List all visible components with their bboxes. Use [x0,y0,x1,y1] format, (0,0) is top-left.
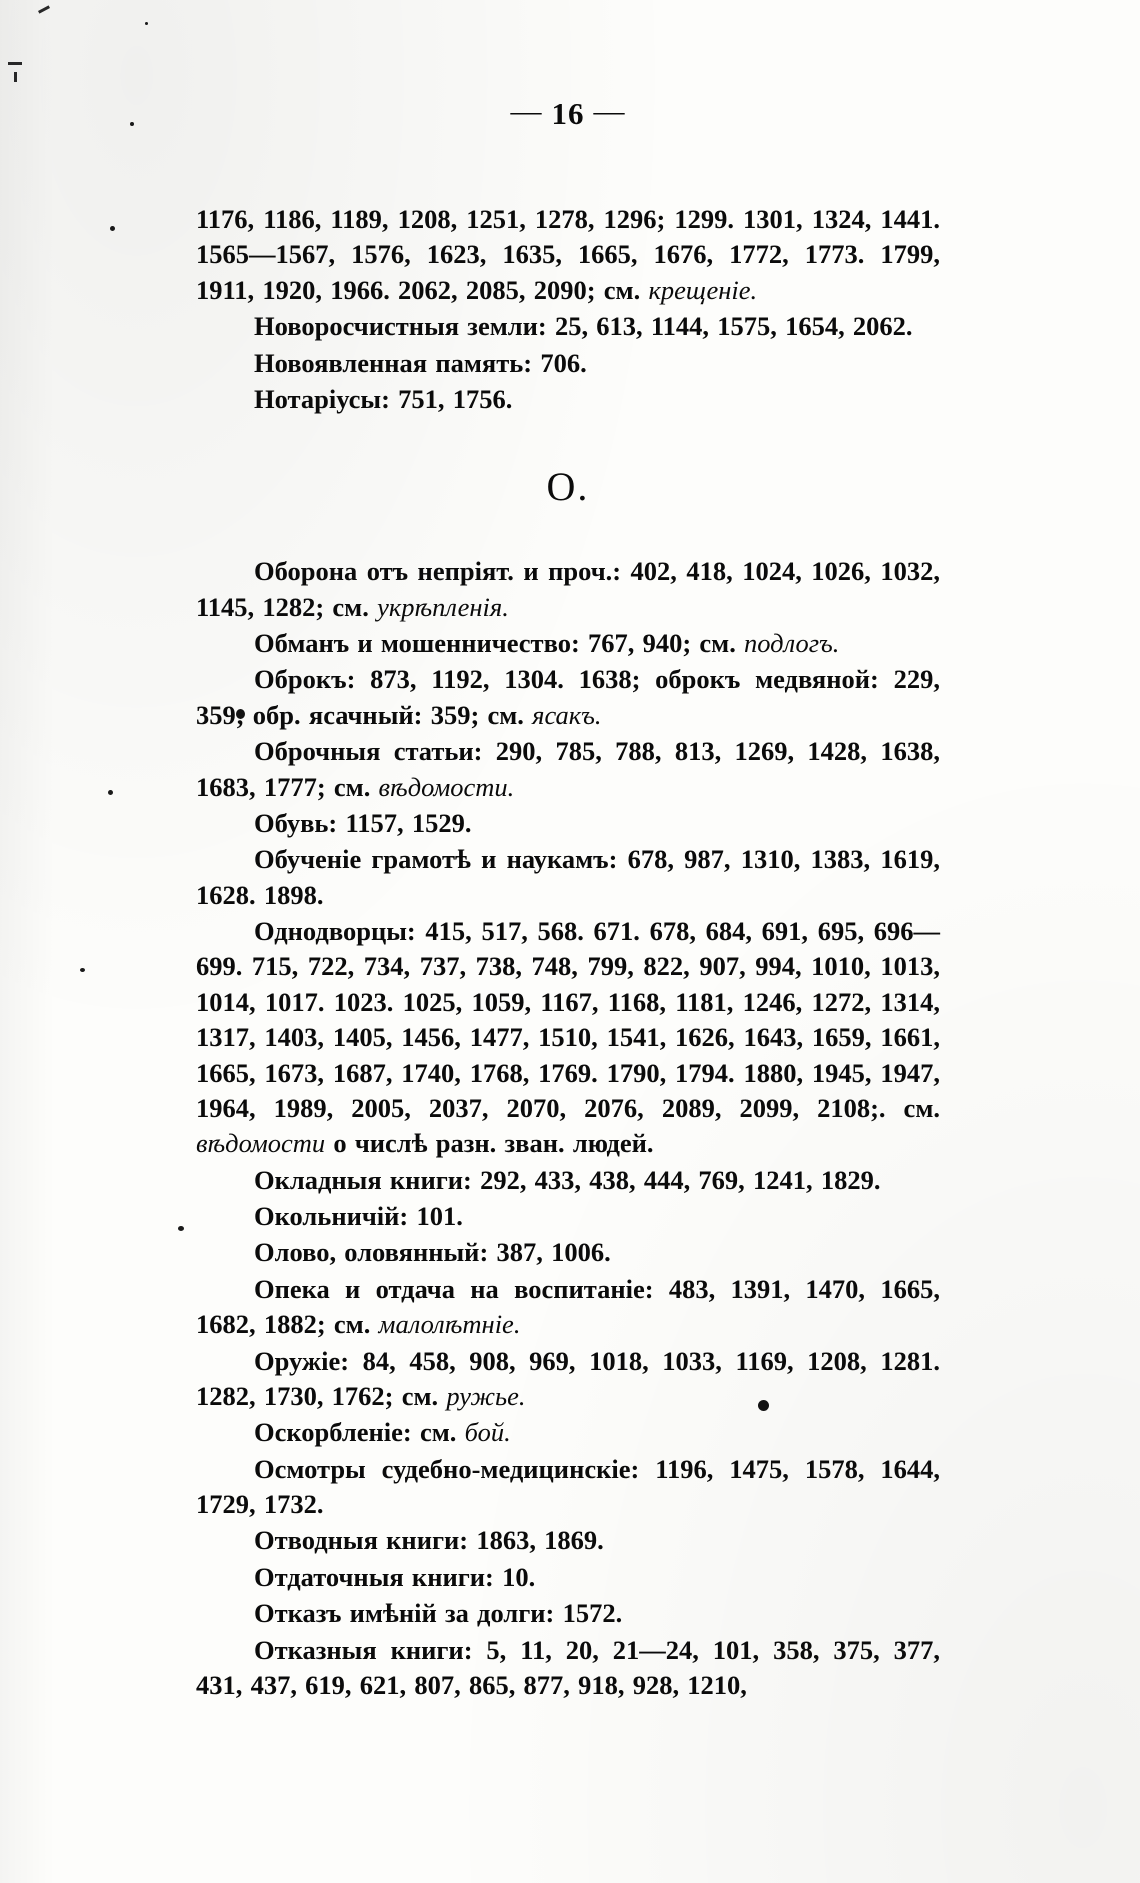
index-entry-numbers: 415, 517, 568. 671. 678, 684, 691, 695, … [196,916,940,1123]
index-entry: Обученіе грамотѣ и наукамъ: 678, 987, 13… [196,842,940,913]
index-entry-numbers: 84, 458, 908, 969, 1018, 1033, 1169, 120… [196,1345,940,1411]
index-entry: Новоявленная память: 706. [196,346,940,381]
index-entry: Оброкъ: 873, 1192, 1304. 1638; оброкъ ме… [196,662,940,733]
index-entry-numbers: см. [411,1417,465,1448]
section-letter-heading: О. [546,464,590,510]
continued-entry: 1176, 1186, 1189, 1208, 1251, 1278, 1296… [196,202,940,308]
index-entry: Олово, оловянный: 387, 1006. [196,1235,940,1270]
index-entry: Однодворцы: 415, 517, 568. 671. 678, 684… [196,914,940,1162]
continued-entry-numbers: 1176, 1186, 1189, 1208, 1251, 1278, 1296… [196,204,940,305]
index-entry-term: Оброчныя статьи: [254,736,483,767]
index-entry-term: Олово, оловянный: [254,1237,489,1268]
index-entry: Оружіе: 84, 458, 908, 969, 1018, 1033, 1… [196,1344,940,1415]
index-entry: Оборона отъ непріят. и проч.: 402, 418, … [196,554,940,625]
scan-speck-b [130,122,134,126]
index-entry-xref: ясакъ. [532,699,602,730]
index-entry-numbers: 402, 418, 1024, 1026, 1032, 1145, 1282; … [196,556,941,622]
index-entry-term: Новоявленная память: [254,347,533,378]
index-entry: Отказныя книги: 5, 11, 20, 21—24, 101, 3… [196,1633,940,1704]
index-entry: Осмотры судебно-медицинскіе: 1196, 1475,… [196,1452,940,1523]
index-entry-term: Осмотры судебно-медицинскіе: [254,1453,640,1484]
index-entry-numbers: 1572. [554,1598,623,1629]
index-entry-term: Новоросчистныя земли: [254,311,547,342]
index-entry-term: Оскорбленіе: [254,1417,412,1448]
index-entry-xref: бой. [464,1417,511,1448]
index-entry-term: Отказныя книги: [254,1634,473,1665]
index-entry: Оброчныя статьи: 290, 785, 788, 813, 126… [196,734,940,805]
index-entry-term: Оружіе: [254,1345,350,1376]
index-entry-numbers: 1863, 1869. [468,1525,604,1556]
index-entry-numbers: 678, 987, 1310, 1383, 1619, 1628. 1898. [196,844,940,910]
index-entry-term: Отказъ имѣній за долги: [254,1598,555,1629]
index-entry: Отводныя книги: 1863, 1869. [196,1523,940,1558]
folio-dash-right: — [593,93,626,128]
index-entry: Окладныя книги: 292, 433, 438, 444, 769,… [196,1163,940,1198]
index-entry-numbers: 101. [408,1201,463,1231]
index-entry: Отдаточныя книги: 10. [196,1560,940,1595]
index-entry-xref: ружье. [446,1380,526,1411]
index-entry-numbers: 10. [493,1561,536,1592]
folio-dash-left: — [510,93,543,128]
index-entry-xref: малолѣтніе. [378,1309,521,1340]
index-entry: Обувь: 1157, 1529. [196,806,940,841]
index-entry-numbers: 292, 433, 438, 444, 769, 1241, 1829. [471,1164,881,1195]
page-number: 16 [551,96,585,131]
index-entry-numbers: 290, 785, 788, 813, 1269, 1428, 1638, 16… [196,736,940,802]
scan-edge-mark-left [8,62,22,65]
index-entry-term: Обувь: [254,807,338,838]
index-entry-term: Однодворцы: [254,916,416,946]
index-entry-term: Обманъ и мошенничество: [254,628,580,658]
ink-blot-bottom [758,1400,769,1411]
page-content: —16— 1176, 1186, 1189, 1208, 1251, 1278,… [196,93,940,1704]
index-entry-numbers: 1157, 1529. [337,807,472,838]
scan-edge-mark-top-left [37,5,51,14]
index-entry: Оскорбленіе: см. бой. [196,1415,940,1450]
scan-speck-a [110,226,115,231]
index-entry-xref: укрѣпленія. [377,591,509,622]
index-entry-numbers: 767, 940; см. [579,628,745,658]
index-entry-term: Оброкъ: [254,664,356,695]
index-entry-numbers: 1196, 1475, 1578, 1644, 1729, 1732. [196,1453,940,1519]
index-entry: Обманъ и мошенничество: 767, 940; см. по… [196,626,940,661]
index-entry-numbers: 706. [532,347,587,378]
index-entry-xref: вѣдомости [196,1128,326,1159]
index-entry-term: Окладныя книги: [254,1164,472,1195]
index-entry: Опека и отдача на воспитаніе: 483, 1391,… [196,1272,940,1343]
index-entry-numbers: 5, 11, 20, 21—24, 101, 358, 375, 377, 43… [196,1634,940,1700]
index-entry-term: Отводныя книги: [254,1525,469,1556]
scan-speck-e [178,1226,184,1231]
index-entry: Окольничій: 101. [196,1199,940,1234]
index-entry-numbers: 25, 613, 1144, 1575, 1654, 2062. [546,311,913,342]
index-entry-numbers: 387, 1006. [488,1237,611,1268]
page-number-header: —16— [196,93,940,132]
index-entry-term: Отдаточныя книги: [254,1561,494,1592]
scan-speck-d [80,968,85,972]
index-entry-term: Окольничій: [254,1201,409,1231]
scan-speck-f [145,22,148,25]
index-entry-term: Опека и отдача на воспитаніе: [254,1273,654,1304]
ink-blot-margin [236,709,245,719]
scan-speck-c [108,790,113,795]
index-entry-xref: подлогъ. [744,628,840,658]
index-entry-term: Нотаріусы: [254,383,390,414]
index-entry-term: Обученіе грамотѣ и наукамъ: [254,844,618,875]
index-entry: Новоросчистныя земли: 25, 613, 1144, 157… [196,309,940,344]
index-entry-term: Оборона отъ непріят. и проч.: [254,556,622,587]
index-entry-xref: вѣдомости. [378,771,515,802]
index-entry-xref-tail: о числѣ разн. зван. людей. [325,1128,654,1159]
index-entry-numbers: 873, 1192, 1304. 1638; оброкъ медвяной: … [196,664,940,730]
index-entry: Нотаріусы: 751, 1756. [196,382,940,417]
index-entry-numbers: 751, 1756. [389,383,513,414]
index-entry-numbers: 483, 1391, 1470, 1665, 1682, 1882; см. [196,1273,940,1340]
scan-edge-mark-left-lower [14,72,17,82]
index-entry: Отказъ имѣній за долги: 1572. [196,1596,940,1631]
continued-entry-xref: крещеніе. [648,274,758,305]
